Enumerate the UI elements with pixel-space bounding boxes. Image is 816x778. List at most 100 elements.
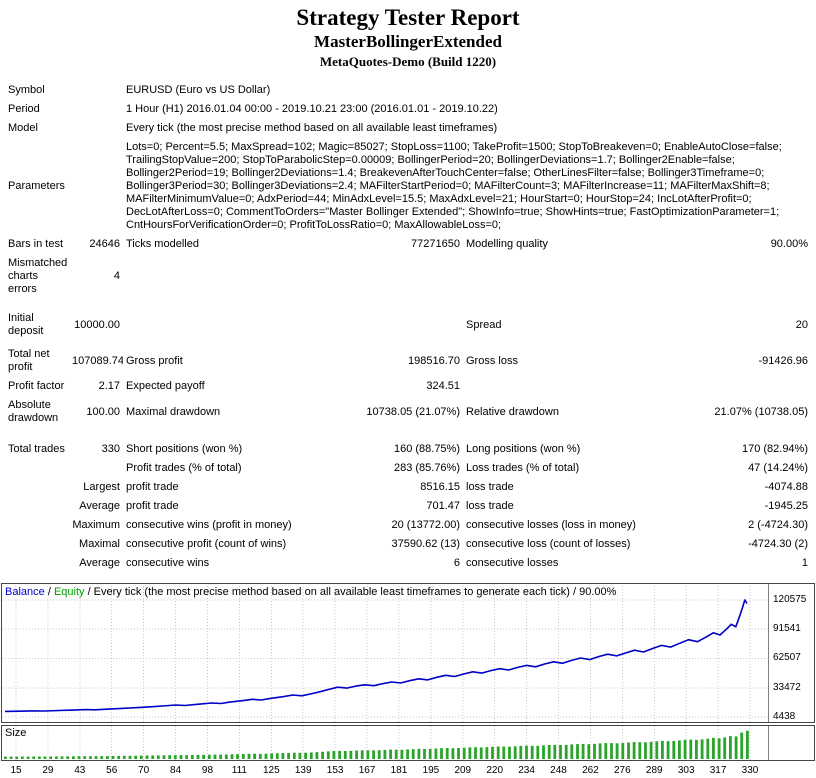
table-row: Period 1 Hour (H1) 2016.01.04 00:00 - 20…	[5, 100, 811, 119]
table-row: Bars in test 24646 Ticks modelled 772716…	[5, 235, 811, 254]
model-value: Every tick (the most precise method base…	[126, 122, 498, 134]
average-loss-trade-label: loss trade	[466, 500, 514, 512]
empty-cell	[5, 554, 69, 573]
largest-loss-trade-label: loss trade	[466, 481, 514, 493]
average-loss-trade-value: -1945.25	[764, 500, 808, 512]
empty-cell	[5, 459, 69, 478]
x-axis-tick: 43	[74, 765, 86, 776]
loss-trades-label: Loss trades (% of total)	[466, 462, 580, 474]
x-axis-tick: 167	[358, 765, 376, 776]
chart-legend: Balance / Equity / Every tick (the most …	[5, 586, 616, 598]
legend-equity-label: Equity	[53, 586, 85, 598]
report-title: Strategy Tester Report	[296, 5, 520, 30]
maximal-consecutive-loss-label: consecutive loss (count of losses)	[466, 538, 631, 550]
maximal-consecutive-profit-label: consecutive profit (count of wins)	[126, 538, 287, 550]
spread-label: Spread	[466, 318, 502, 331]
period-value: 1 Hour (H1) 2016.01.04 00:00 - 2019.10.2…	[126, 103, 498, 115]
table-row: Maximal consecutive profit (count of win…	[5, 535, 811, 554]
profit-trades-value: 283 (85.76%)	[393, 462, 460, 474]
x-axis-tick: 153	[326, 765, 344, 776]
period-label: Period	[8, 103, 40, 115]
largest-profit-trade-value: 8516.15	[420, 481, 460, 493]
x-axis-tick: 139	[294, 765, 312, 776]
largest-profit-trade-label: profit trade	[126, 481, 179, 493]
spacer-row	[5, 428, 811, 440]
profit-trades-label: Profit trades (% of total)	[126, 462, 242, 474]
maximal-drawdown-value: 10738.05 (21.07%)	[366, 405, 460, 418]
expected-payoff-value: 324.51	[426, 380, 460, 392]
empty-cell	[337, 254, 463, 299]
average-profit-trade-value: 701.47	[426, 500, 460, 512]
x-axis-tick: 330	[741, 765, 759, 776]
x-axis-tick: 181	[390, 765, 408, 776]
average-sublabel: Average	[79, 500, 120, 512]
empty-cell	[5, 497, 69, 516]
empty-cell	[5, 516, 69, 535]
table-row: Absolute drawdown 100.00 Maximal drawdow…	[5, 396, 811, 428]
maximum-sublabel: Maximum	[72, 519, 120, 531]
x-axis-tick: 98	[201, 765, 214, 776]
table-row: Model Every tick (the most precise metho…	[5, 119, 811, 138]
y-axis-tick: 33472	[773, 681, 801, 693]
parameters-value: Lots=0; Percent=5.5; MaxSpread=102; Magi…	[126, 141, 782, 231]
expected-payoff-label: Expected payoff	[126, 380, 205, 392]
x-axis-tick: 209	[454, 765, 472, 776]
avg-consecutive-wins-value: 6	[453, 557, 460, 569]
total-net-profit-value: 107089.74	[72, 354, 123, 367]
spacer-row	[5, 299, 811, 309]
y-axis-tick: 62507	[773, 652, 801, 664]
parameters-label: Parameters	[8, 180, 65, 192]
x-axis-tick: 111	[231, 765, 247, 776]
x-axis-tick: 56	[106, 765, 118, 776]
empty-cell	[123, 309, 337, 341]
x-axis-tick: 317	[709, 765, 727, 776]
largest-sublabel: Largest	[83, 481, 120, 493]
table-row: Maximum consecutive wins (profit in mone…	[5, 516, 811, 535]
total-net-profit-label: Total net profit	[8, 348, 50, 373]
legend-description: / Every tick (the most precise method ba…	[84, 586, 617, 598]
total-trades-value: 330	[101, 443, 120, 455]
long-positions-value: 170 (82.94%)	[741, 443, 808, 455]
balance-equity-graph: Balance / Equity / Every tick (the most …	[1, 583, 815, 723]
empty-cell	[463, 254, 679, 299]
average-profit-trade-label: profit trade	[126, 500, 179, 512]
empty-cell	[679, 377, 811, 396]
x-axis-tick: 125	[262, 765, 280, 776]
stats-table: Symbol EURUSD (Euro vs US Dollar) Period…	[5, 81, 811, 573]
table-row: Average profit trade 701.47 loss trade -…	[5, 497, 811, 516]
x-axis-tick: 289	[645, 765, 663, 776]
empty-cell	[463, 377, 679, 396]
short-positions-label: Short positions (won %)	[126, 443, 243, 455]
max-consecutive-losses-value: 2 (-4724.30)	[748, 519, 808, 531]
total-trades-label: Total trades	[8, 443, 65, 455]
bars-in-test-label: Bars in test	[8, 238, 64, 250]
max-consecutive-losses-label: consecutive losses (loss in money)	[466, 519, 636, 531]
table-row: Initial deposit 10000.00 Spread 20	[5, 309, 811, 341]
gross-loss-label: Gross loss	[466, 354, 518, 367]
spread-value: 20	[795, 318, 808, 331]
short-positions-value: 160 (88.75%)	[393, 443, 460, 455]
ticks-modelled-label: Ticks modelled	[126, 238, 199, 250]
maximal-sublabel: Maximal	[79, 538, 120, 550]
y-axis-tick: 120575	[773, 594, 807, 605]
empty-cell	[69, 119, 123, 138]
initial-deposit-label: Initial deposit	[8, 312, 44, 337]
size-y-axis-labels	[768, 726, 814, 760]
legend-separator: /	[44, 586, 54, 598]
size-panel-label: Size	[5, 727, 27, 739]
mismatched-charts-errors-label: Mismatched charts errors	[8, 257, 68, 295]
empty-cell	[123, 254, 337, 299]
mismatched-charts-errors-value: 4	[113, 270, 120, 282]
absolute-drawdown-value: 100.00	[86, 405, 120, 418]
table-row: Largest profit trade 8516.15 loss trade …	[5, 478, 811, 497]
x-axis-tick: 248	[550, 765, 567, 776]
trade-number-axis: 15 29 43 56 70 84 98 111 125 139 153 167 181 195 209 22…	[2, 761, 772, 778]
y-axis-tick: 91541	[773, 623, 801, 635]
avg-consecutive-losses-value: 1	[801, 557, 808, 569]
maximal-drawdown-label: Maximal drawdown	[126, 405, 221, 418]
avg-consecutive-losses-label: consecutive losses	[466, 557, 559, 569]
balance-chart-block: Balance / Equity / Every tick (the most …	[1, 583, 815, 778]
empty-cell	[679, 254, 811, 299]
empty-cell	[337, 309, 463, 341]
